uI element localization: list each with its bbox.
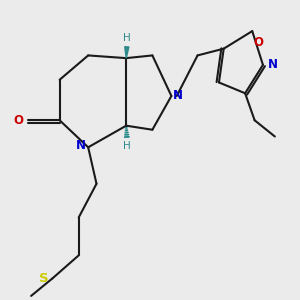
Text: O: O	[13, 114, 23, 127]
Text: N: N	[76, 139, 86, 152]
Text: S: S	[39, 272, 49, 285]
Text: N: N	[173, 89, 183, 103]
Text: H: H	[123, 140, 131, 151]
Polygon shape	[125, 47, 129, 58]
Text: N: N	[267, 58, 278, 71]
Text: H: H	[123, 33, 131, 43]
Text: O: O	[254, 36, 264, 49]
